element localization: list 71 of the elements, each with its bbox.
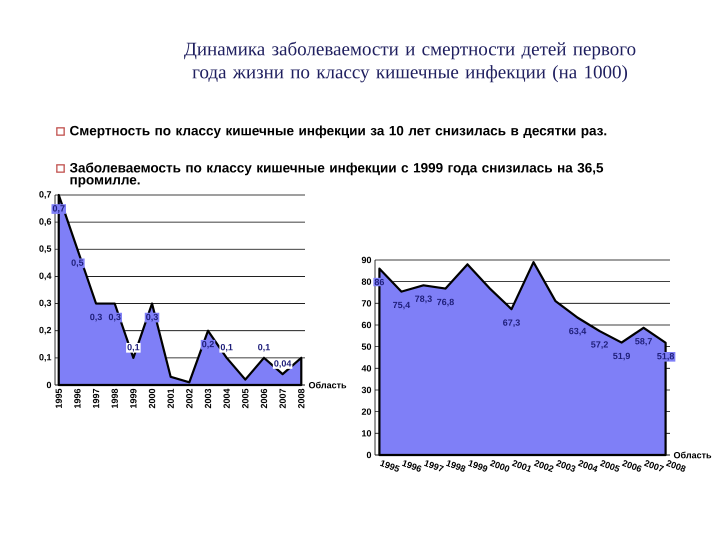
data-label: 0,1 — [220, 344, 233, 352]
x-tick-label: 1997 — [92, 388, 100, 408]
y-tick-label: 60 — [362, 322, 372, 328]
data-label: 0,3 — [146, 314, 158, 322]
y-tick-label: 0,1 — [39, 354, 52, 362]
y-tick-label: 0,7 — [39, 191, 52, 199]
data-label: 0,3 — [108, 314, 121, 322]
data-label: 51,9 — [613, 352, 630, 360]
y-tick-label: 40 — [362, 365, 372, 372]
data-label: 0,1 — [127, 344, 140, 352]
x-tick-label: 1996 — [74, 388, 81, 408]
x-tick-label: 2001 — [512, 460, 531, 472]
data-label: 0,3 — [90, 314, 102, 322]
x-tick-label: 2004 — [223, 388, 230, 408]
x-tick-label: 2002 — [534, 460, 554, 472]
data-label: 51,8 — [657, 352, 674, 361]
x-tick-label: 1997 — [424, 460, 444, 472]
data-label: 86 — [374, 278, 384, 286]
data-label: 78,3 — [415, 296, 432, 304]
x-tick-label: 1999 — [468, 460, 488, 472]
x-tick-label: 2006 — [622, 460, 642, 472]
series-label: Область — [674, 452, 712, 458]
y-tick-label: 10 — [362, 430, 372, 437]
x-tick-label: 1998 — [446, 460, 466, 472]
x-tick-label: 2005 — [600, 460, 620, 472]
y-tick-label: 0,4 — [39, 272, 52, 280]
x-tick-label: 2007 — [644, 460, 664, 472]
x-tick-label: 1996 — [402, 460, 422, 472]
x-tick-label: 1999 — [130, 388, 137, 408]
x-tick-label: 2003 — [204, 388, 212, 408]
y-tick-label: 80 — [362, 278, 372, 285]
x-tick-label: 1998 — [112, 388, 118, 408]
data-label: 75,4 — [393, 302, 410, 310]
y-tick-label: 70 — [362, 300, 372, 307]
data-label: 0,1 — [258, 344, 270, 352]
y-tick-label: 0 — [46, 382, 52, 388]
x-tick-label: 2008 — [298, 388, 304, 408]
data-label: 0,5 — [72, 259, 84, 268]
x-tick-label: 2001 — [167, 388, 174, 408]
y-tick-label: 90 — [362, 256, 372, 264]
data-label: 63,4 — [569, 328, 586, 336]
data-label: 0,7 — [52, 205, 65, 213]
x-tick-label: 1995 — [380, 460, 400, 472]
y-tick-label: 0 — [366, 452, 372, 458]
text: Динамика заболеваемости и смертности детей первого года жизни по классу кишечные инфекции (на 1000) — [184, 42, 636, 82]
series-label: Область — [308, 382, 346, 388]
x-tick-label: 2000 — [490, 460, 510, 472]
x-tick-label: 1995 — [56, 388, 62, 408]
x-tick-label: 2008 — [666, 460, 686, 472]
x-tick-label: 2002 — [186, 388, 193, 408]
y-tick-label: 20 — [362, 408, 372, 415]
data-label: 57,2 — [591, 341, 608, 349]
y-tick-label: 50 — [362, 343, 372, 350]
x-tick-label: 2005 — [242, 388, 248, 408]
y-tick-label: 0,6 — [39, 218, 52, 226]
x-tick-label: 2007 — [279, 388, 286, 408]
y-tick-label: 0,2 — [39, 326, 52, 335]
x-tick-label: 2003 — [556, 460, 576, 472]
data-label: 67,3 — [503, 319, 520, 328]
data-label: 58,7 — [635, 338, 652, 346]
y-tick-label: 0,5 — [39, 245, 52, 254]
data-label: 76,8 — [437, 298, 454, 306]
data-label: 0,04 — [274, 360, 292, 368]
y-tick-label: 30 — [362, 386, 372, 394]
x-tick-label: 2006 — [260, 388, 268, 408]
x-tick-label: 2000 — [148, 388, 156, 408]
data-label: 0,2 — [202, 340, 214, 349]
x-tick-label: 2004 — [578, 460, 598, 472]
text: Смертность по классу кишечные инфекции за 10 лет снизилась в десятки раз. — [70, 126, 606, 138]
y-tick-label: 0,3 — [39, 300, 52, 308]
text: Заболеваемость по классу кишечные инфекции с 1999 года снизилась на 36,5 промилле. — [70, 162, 604, 188]
